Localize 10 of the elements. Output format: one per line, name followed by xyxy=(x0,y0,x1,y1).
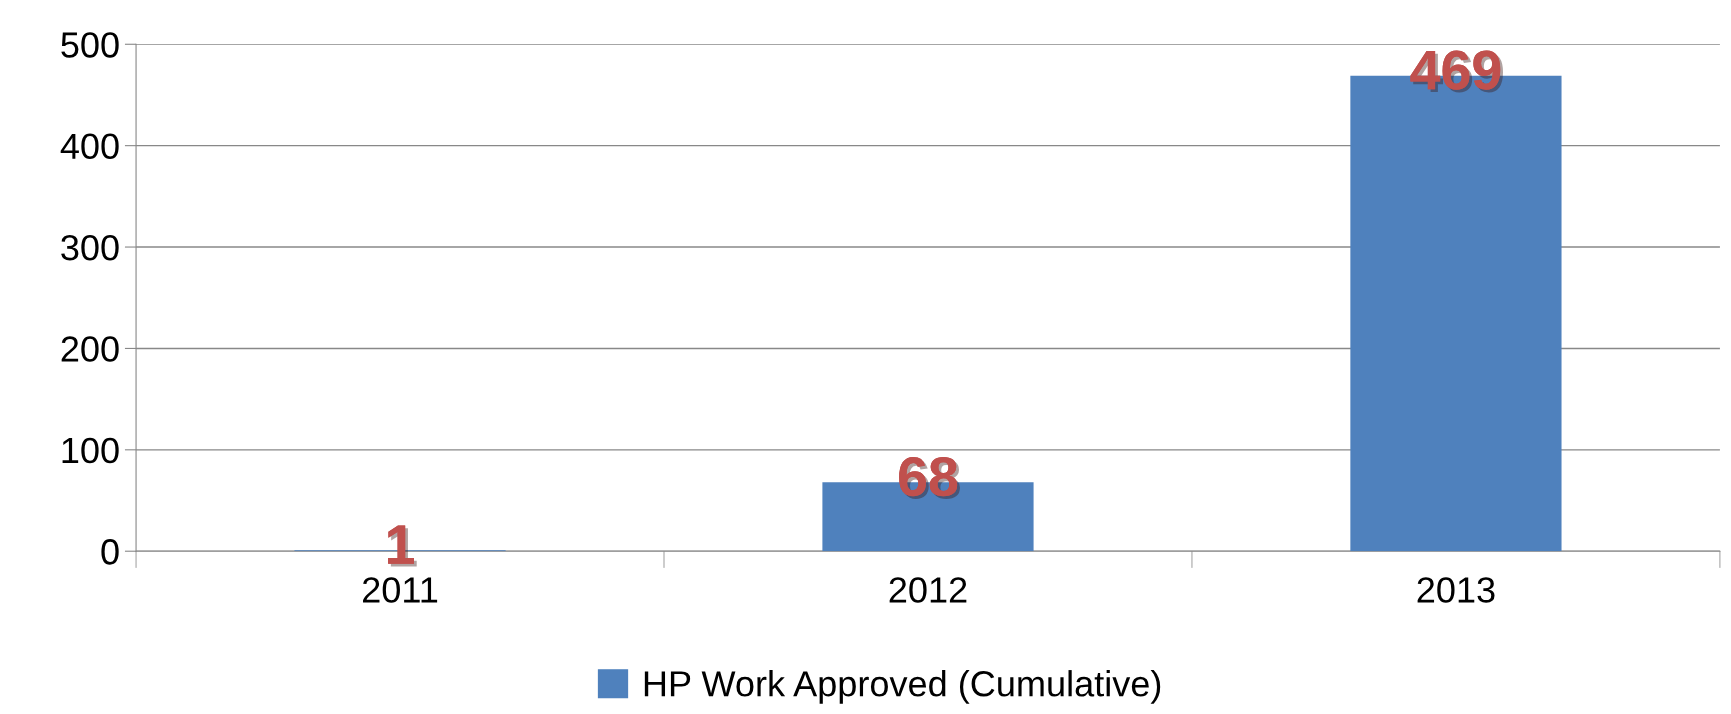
y-tick-label: 400 xyxy=(60,133,119,160)
y-tick-label: 500 xyxy=(61,32,119,58)
y-tick-label: 0 xyxy=(101,539,119,565)
y-tick-label: 300 xyxy=(61,234,119,261)
legend-label: HP Work Approved (Cumulative) xyxy=(644,670,1161,704)
x-tick-label: 2011 xyxy=(363,577,438,603)
y-tick-label: 100 xyxy=(62,437,119,464)
x-tick-label: 2012 xyxy=(889,577,967,603)
y-tick-label: 200 xyxy=(61,336,119,362)
x-tick-label: 2013 xyxy=(1417,577,1495,603)
